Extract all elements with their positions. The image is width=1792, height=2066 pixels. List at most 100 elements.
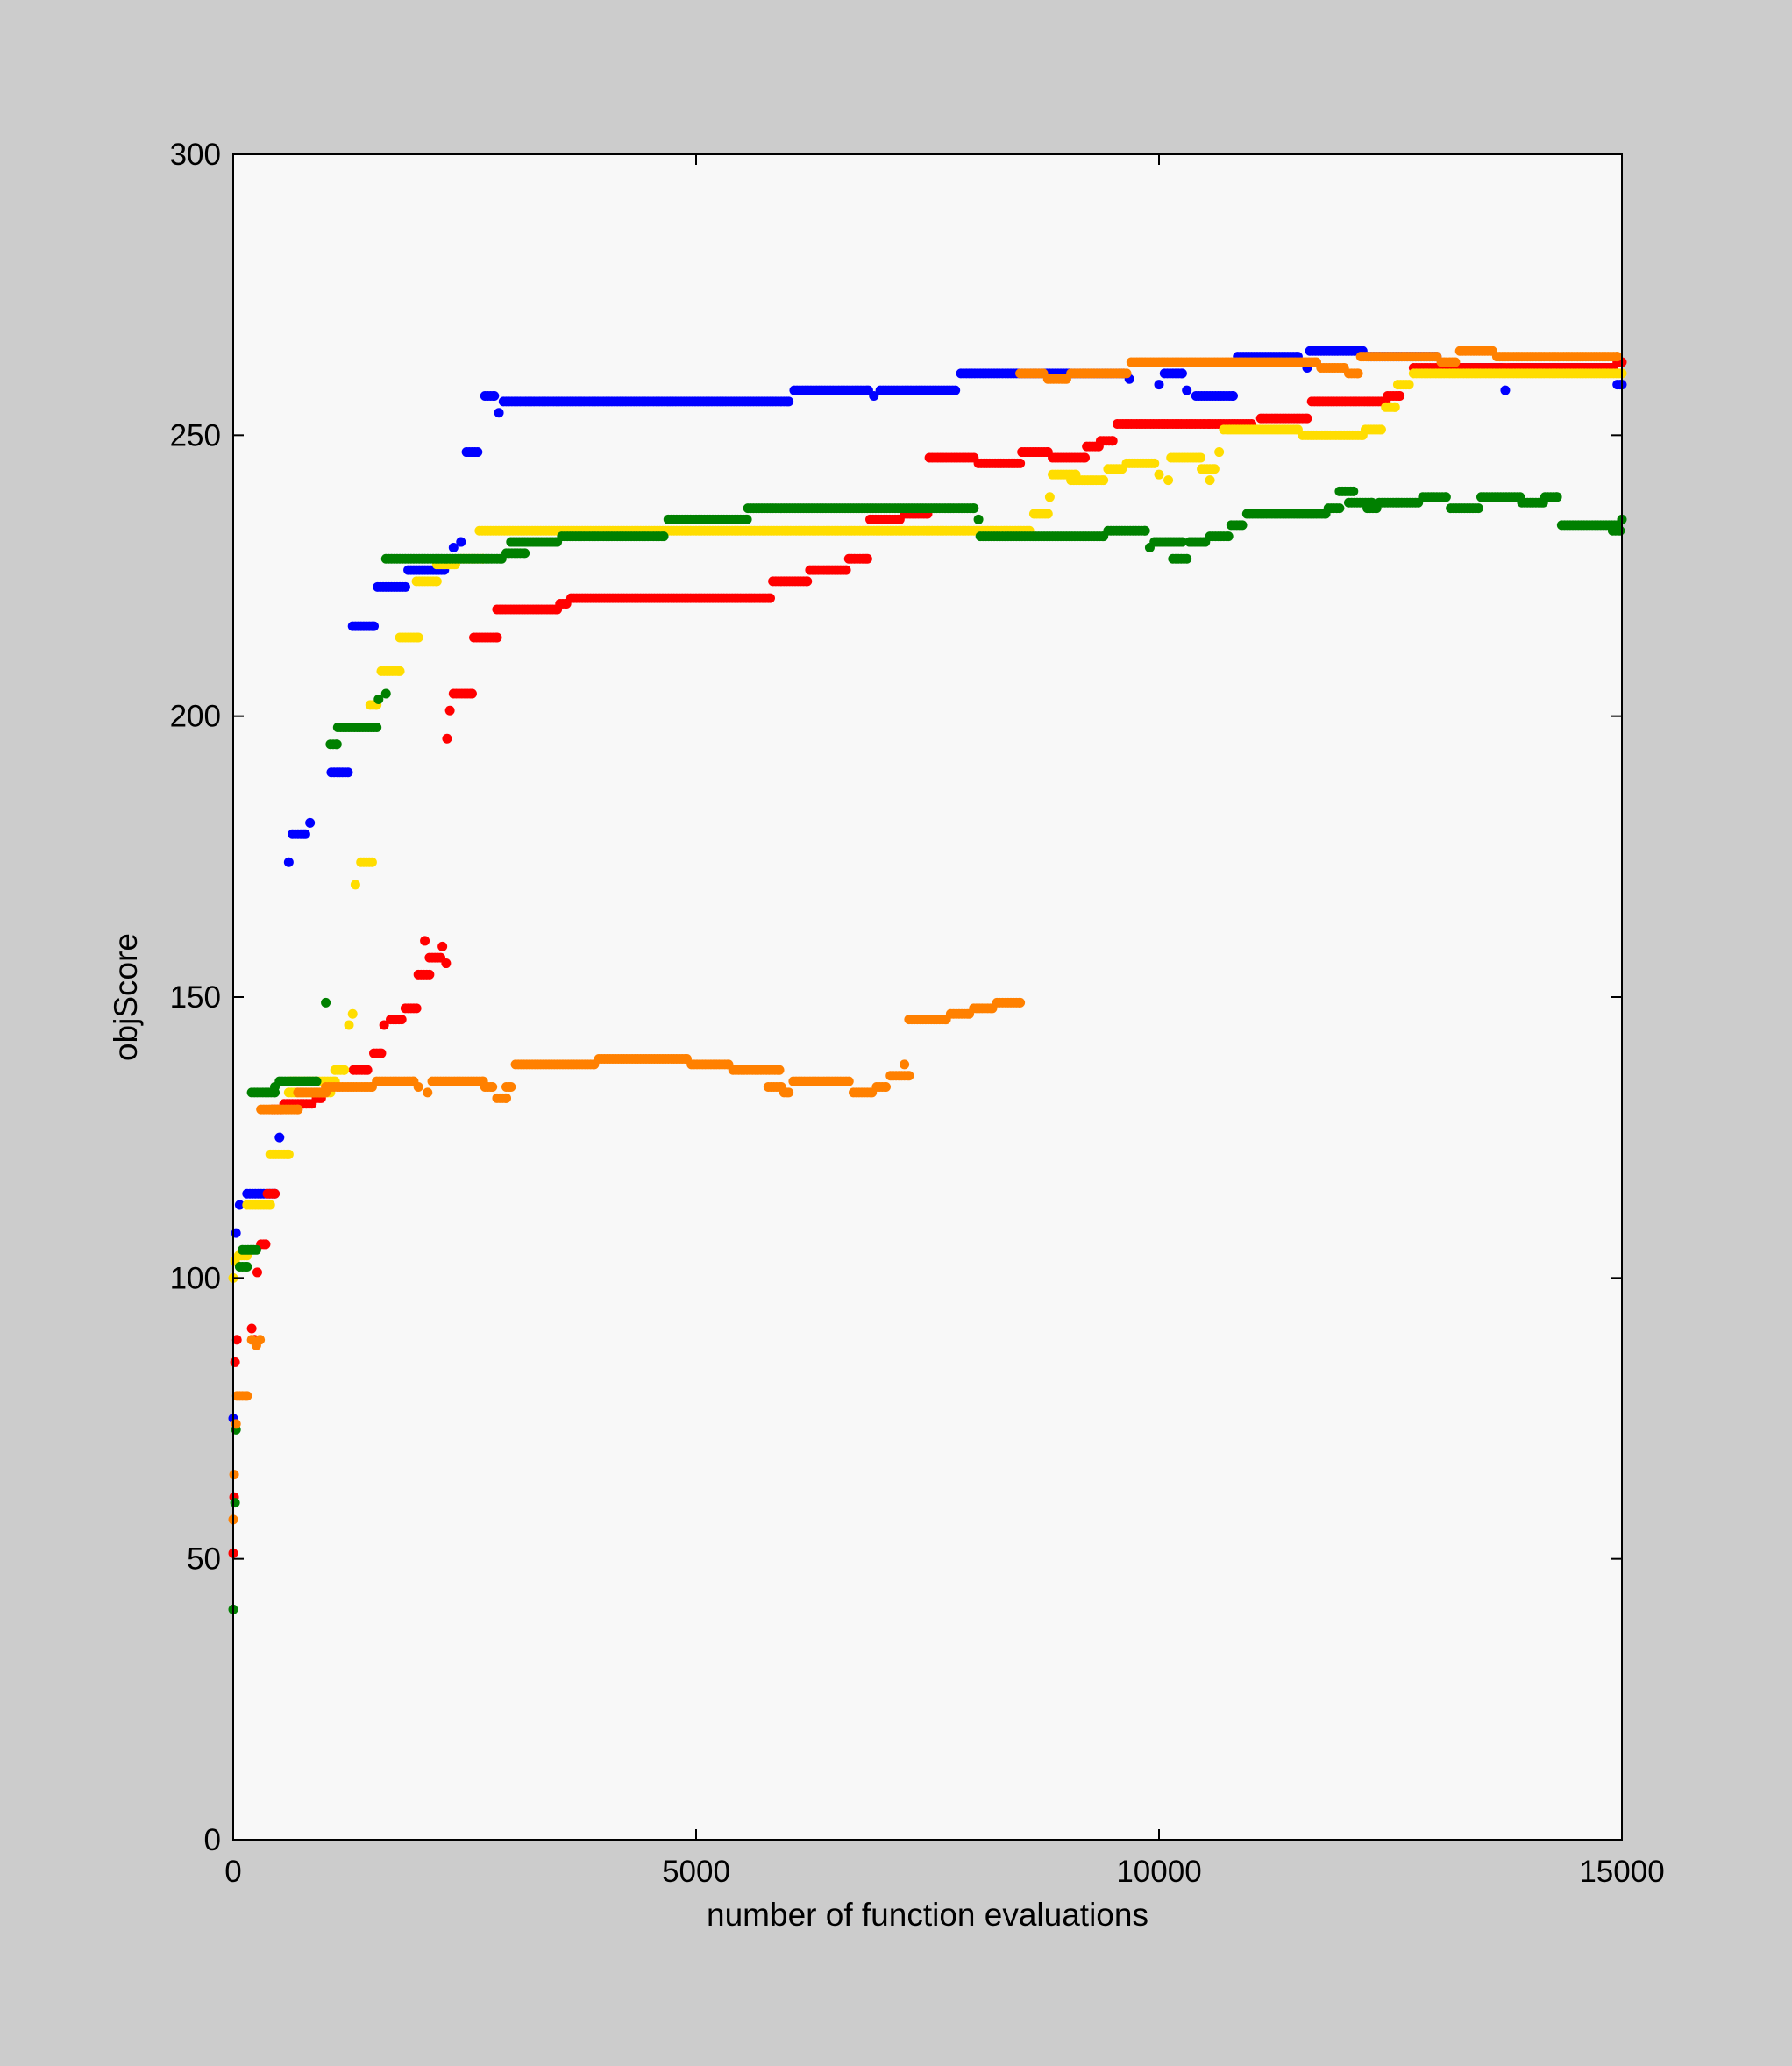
data-point [252, 1267, 262, 1278]
data-point [774, 1065, 785, 1075]
data-point [441, 958, 452, 969]
data-point [880, 1082, 891, 1093]
data-point [862, 553, 872, 564]
data-point [1214, 447, 1225, 458]
data-point [372, 722, 382, 732]
x-tick-label: 10000 [1116, 1855, 1201, 1889]
data-point [1395, 390, 1405, 401]
data-point [444, 705, 455, 716]
data-point [489, 390, 500, 401]
data-point [366, 857, 377, 867]
data-point [1205, 475, 1215, 486]
data-point [344, 1020, 354, 1030]
data-point [1348, 486, 1359, 496]
data-point [658, 531, 669, 542]
data-point [473, 447, 483, 458]
y-tick-label: 50 [187, 1542, 221, 1577]
data-point [362, 1065, 373, 1075]
data-point [1500, 385, 1511, 395]
data-point [1121, 368, 1132, 379]
x-tick-label: 15000 [1579, 1855, 1664, 1889]
data-point [379, 1020, 389, 1030]
data-point [311, 1076, 322, 1086]
data-point [1390, 402, 1400, 412]
data-point [229, 1470, 239, 1480]
data-point [1473, 503, 1483, 514]
data-point [1182, 553, 1192, 564]
data-point [396, 1015, 407, 1025]
data-point [869, 390, 879, 401]
data-point [265, 1200, 275, 1210]
data-point [260, 1239, 271, 1250]
data-point [950, 385, 961, 395]
data-point [501, 1093, 512, 1103]
y-axis-label: objScore [108, 933, 144, 1061]
data-point [283, 857, 294, 867]
data-point [1140, 525, 1150, 536]
x-tick-label: 5000 [662, 1855, 730, 1889]
data-point [431, 576, 442, 587]
data-point [1080, 452, 1091, 463]
y-tick-label: 300 [170, 138, 221, 172]
x-axis-label: number of function evaluations [707, 1897, 1148, 1933]
data-point [270, 1188, 281, 1199]
data-point [347, 1008, 358, 1019]
plot-area [233, 154, 1622, 1840]
data-point [230, 1357, 240, 1367]
data-point [1615, 525, 1625, 536]
data-point [1196, 452, 1206, 463]
data-point [1182, 385, 1192, 395]
data-point [1163, 475, 1174, 486]
data-point [423, 1087, 433, 1098]
series-5 [228, 346, 1623, 1525]
chart-marks [228, 346, 1627, 1614]
data-point [1015, 997, 1026, 1008]
data-point [1044, 492, 1055, 502]
data-point [411, 1003, 422, 1014]
data-point [802, 576, 813, 587]
data-point [437, 941, 448, 951]
data-point [1042, 509, 1053, 519]
data-point [1099, 475, 1109, 486]
data-point [1149, 458, 1160, 468]
data-point [293, 1104, 303, 1115]
data-point [395, 666, 405, 676]
data-point [1450, 357, 1461, 367]
data-point [1612, 352, 1623, 362]
y-tick-label: 150 [170, 980, 221, 1015]
data-point [843, 1076, 854, 1086]
data-point [1404, 380, 1414, 390]
data-point [420, 936, 430, 946]
y-axis: 0 50 100 150 200 250 300 [170, 138, 1622, 1857]
y-tick-label: 0 [204, 1823, 221, 1857]
data-point [251, 1244, 261, 1255]
data-point [1302, 413, 1312, 424]
data-point [1107, 436, 1118, 446]
y-tick-label: 250 [170, 418, 221, 452]
data-point [1552, 492, 1562, 502]
data-point [784, 1087, 794, 1098]
data-point [1353, 368, 1363, 379]
data-point [442, 733, 452, 744]
data-point [1237, 520, 1248, 531]
data-point [784, 396, 794, 407]
data-point [492, 632, 502, 643]
data-point [380, 688, 391, 699]
data-point [494, 408, 504, 418]
x-tick-label: 0 [224, 1855, 241, 1889]
data-point [343, 767, 353, 778]
data-point [764, 593, 775, 603]
data-point [274, 1132, 285, 1143]
data-point [742, 514, 752, 524]
data-point [331, 739, 342, 750]
data-point [246, 1323, 257, 1334]
data-point [350, 880, 360, 890]
data-point [466, 688, 477, 699]
data-point [448, 542, 459, 552]
data-point [900, 1059, 910, 1070]
data-point [1223, 531, 1234, 542]
data-point [1376, 424, 1386, 435]
data-point [242, 1391, 252, 1401]
data-point [1177, 537, 1187, 547]
